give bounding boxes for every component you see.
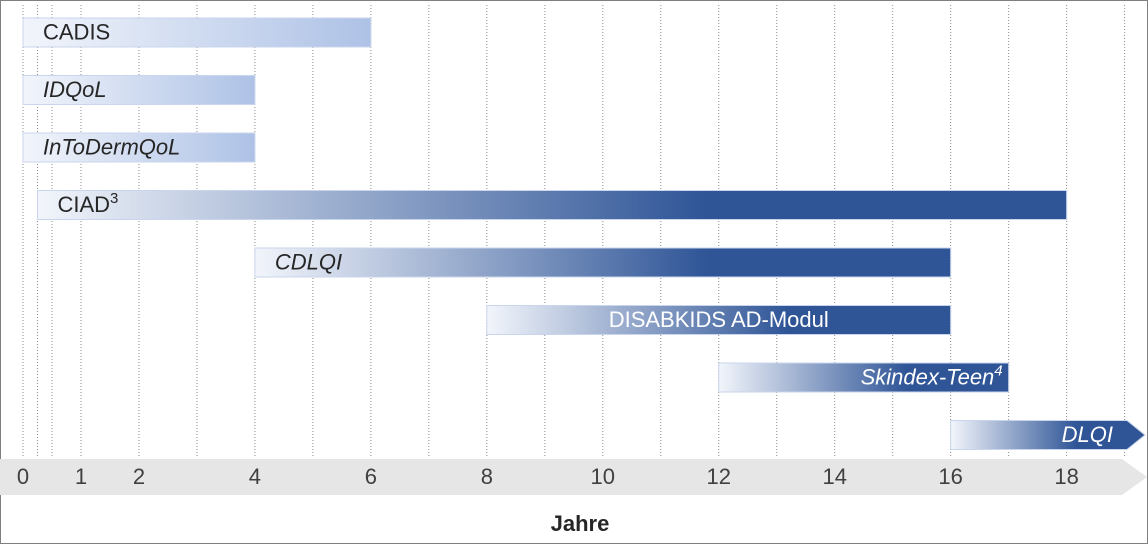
bar-label-text: CADIS	[43, 19, 110, 44]
bar-label: CADIS	[43, 19, 110, 44]
bar-label: InToDermQoL	[43, 134, 180, 159]
x-tick-label: 0	[17, 464, 29, 489]
x-tick-label: 1	[75, 464, 87, 489]
x-tick-label: 14	[822, 464, 846, 489]
x-tick-label: 4	[249, 464, 261, 489]
x-tick-label: 8	[481, 464, 493, 489]
bar-label-text: DISABKIDS AD-Modul	[609, 307, 829, 332]
x-tick-label: 10	[591, 464, 615, 489]
bar-label: CIAD3	[57, 190, 118, 217]
bar-label-sup: 4	[994, 362, 1002, 379]
bar-label: Skindex-Teen4	[861, 362, 1003, 389]
bar	[254, 247, 952, 278]
bar	[486, 305, 952, 335]
bar-label-text: CIAD	[57, 192, 110, 217]
bar-label-text: InToDermQoL	[43, 134, 180, 159]
bar	[718, 362, 1010, 393]
bar	[36, 190, 1068, 220]
bar-label-text: IDQoL	[43, 77, 107, 102]
bar	[22, 17, 372, 48]
bar-label: IDQoL	[43, 77, 107, 102]
bar-label-sup: 3	[110, 190, 118, 207]
x-tick-label: 18	[1054, 464, 1078, 489]
bar-label-text: CDLQI	[275, 249, 342, 274]
bar-label: DLQI	[1062, 422, 1113, 447]
bar	[22, 132, 256, 163]
x-tick-label: 16	[938, 464, 962, 489]
bar-label: CDLQI	[275, 249, 342, 274]
bar-label: DISABKIDS AD-Modul	[609, 307, 829, 332]
bar	[22, 75, 256, 105]
bar-label-text: DLQI	[1062, 422, 1113, 447]
x-axis-band	[0, 459, 1147, 495]
x-tick-label: 12	[707, 464, 731, 489]
bar	[950, 420, 1146, 450]
x-tick-label: 6	[365, 464, 377, 489]
bar-label-text: Skindex-Teen	[861, 364, 995, 389]
x-axis-label: Jahre	[551, 511, 610, 536]
x-tick-label: 2	[133, 464, 145, 489]
